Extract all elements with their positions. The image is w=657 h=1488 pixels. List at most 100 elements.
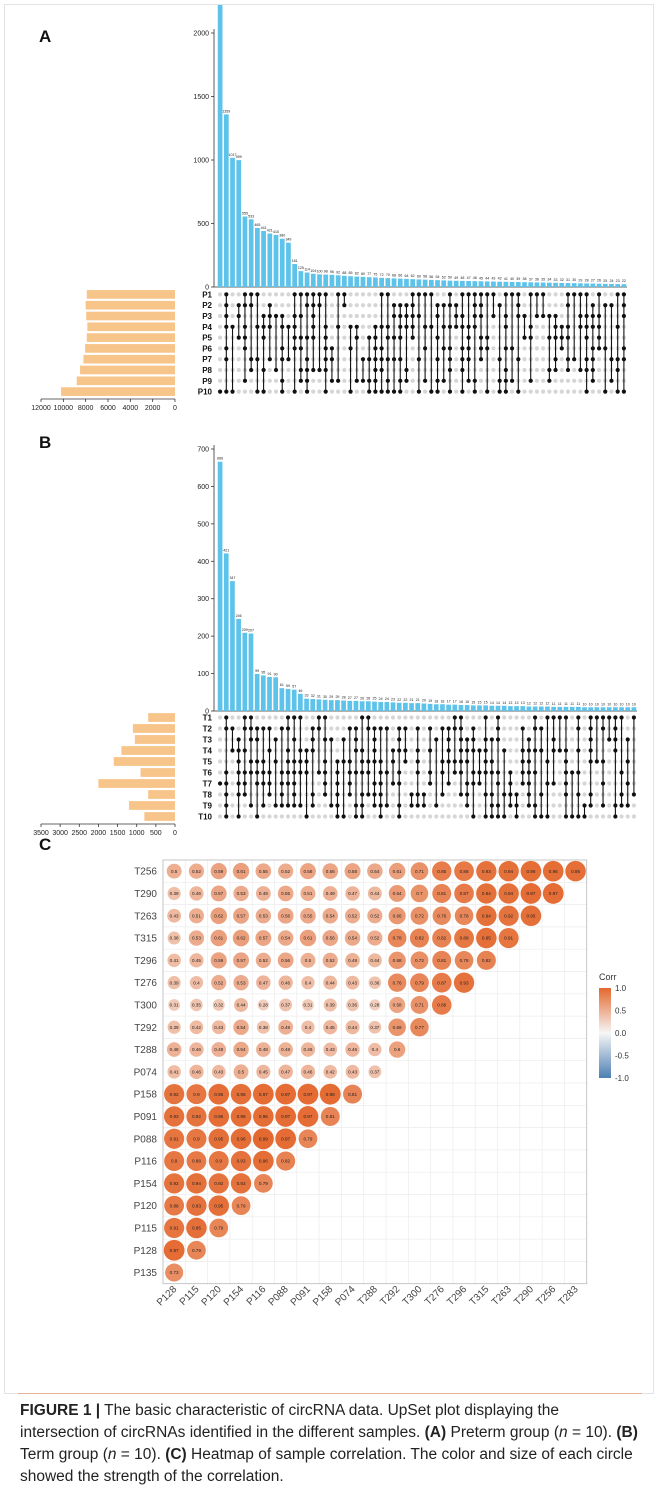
y-tick-label: P088 <box>134 1134 158 1145</box>
corr-circle <box>346 998 359 1012</box>
caption-text-2: Preterm group ( <box>446 1424 560 1441</box>
matrix-dot-empty <box>410 378 415 383</box>
matrix-dot-empty <box>342 324 347 329</box>
matrix-dot-empty <box>582 759 587 764</box>
corr-circle <box>322 886 338 901</box>
corr-value-label: 0.94 <box>504 891 513 896</box>
corr-circle <box>233 974 249 991</box>
bar-value-label: 349 <box>285 238 291 242</box>
matrix-dot-empty <box>434 726 439 731</box>
matrix-dot-empty <box>217 292 223 297</box>
matrix-dot-empty <box>422 389 428 394</box>
matrix-dot-empty <box>534 335 540 340</box>
matrix-dot-empty <box>421 748 427 753</box>
matrix-dot-empty <box>285 814 291 819</box>
bar-value-label: 52 <box>442 275 446 279</box>
bar-value-label: 50 <box>448 276 452 280</box>
corr-circle <box>255 863 272 879</box>
matrix-dot-empty <box>526 814 532 819</box>
corr-circle <box>345 953 360 968</box>
intersection-bar <box>223 553 229 711</box>
corr-value-label: 0.31 <box>303 1003 312 1008</box>
matrix-dot-empty <box>452 781 457 786</box>
matrix-dot-empty <box>403 781 408 786</box>
intersection-bar <box>472 281 478 287</box>
intersection-bar <box>366 277 372 287</box>
corr-circle <box>319 1083 341 1105</box>
corr-circle <box>230 1083 252 1105</box>
corr-circle <box>410 906 429 925</box>
corr-circle <box>367 953 382 968</box>
set-size-bar <box>98 779 175 788</box>
corr-circle <box>233 1041 249 1058</box>
intersection-bar <box>353 700 359 711</box>
matrix-dot-empty <box>322 814 328 819</box>
corr-value-label: 0.6 <box>394 1047 401 1052</box>
corr-circle <box>277 930 294 946</box>
bar-value-label: 10 <box>626 702 630 706</box>
corr-value-label: 0.58 <box>303 869 312 874</box>
matrix-dot-empty <box>403 814 408 819</box>
intersection-bar <box>416 279 422 287</box>
set-label: P5 <box>202 334 212 343</box>
bar-value-label: 30 <box>572 278 576 282</box>
matrix-dot-empty <box>230 292 235 297</box>
corr-value-label: 0.93 <box>237 1159 246 1164</box>
corr-value-label: 0.4 <box>305 1025 312 1030</box>
bar-value-label: 11 <box>564 702 568 706</box>
matrix-dot-empty <box>217 335 223 340</box>
matrix-dot-empty <box>230 303 235 308</box>
intersection-bar <box>248 219 254 287</box>
matrix-dot-empty <box>409 781 414 786</box>
corr-value-label: 0.54 <box>237 1047 246 1052</box>
bar-value-label: 13 <box>515 701 519 705</box>
matrix-dot-empty <box>390 803 396 808</box>
corr-circle <box>255 930 272 947</box>
corr-circle <box>208 1195 230 1216</box>
matrix-dot-empty <box>336 389 341 394</box>
corr-circle <box>542 883 564 904</box>
matrix-dot-empty <box>607 803 612 808</box>
corr-circle <box>186 1173 207 1194</box>
matrix-dot-empty <box>261 292 266 297</box>
corr-value-label: 0.52 <box>192 869 201 874</box>
bar-value-label: 18 <box>434 699 438 703</box>
matrix-dot-empty <box>342 357 347 362</box>
matrix-dot-empty <box>458 814 464 819</box>
matrix-dot-empty <box>514 737 519 742</box>
matrix-dot-empty <box>236 726 241 731</box>
corr-circle <box>252 1128 274 1150</box>
bar-value-label: 38 <box>523 277 527 281</box>
corr-circle <box>190 998 203 1012</box>
corr-circle <box>187 1240 206 1260</box>
bar-value-label: 24 <box>379 697 383 701</box>
matrix-dot-empty <box>390 715 396 720</box>
intersection-bar <box>613 707 618 711</box>
corr-value-label: 0.92 <box>214 1181 223 1186</box>
intersection-bar <box>230 581 235 711</box>
corr-circle <box>164 1195 185 1216</box>
corr-value-label: 0.89 <box>460 936 469 941</box>
corr-value-label: 0.43 <box>214 1025 223 1030</box>
corr-circle <box>299 929 317 947</box>
matrix-dot-empty <box>292 814 297 819</box>
corr-circle <box>431 972 452 993</box>
corr-value-label: 0.96 <box>526 869 535 874</box>
bar-value-label: 68 <box>392 273 396 277</box>
bar-value-label: 22 <box>403 698 407 702</box>
bar-value-label: 12 <box>545 702 549 706</box>
matrix-dot-empty <box>570 726 575 731</box>
matrix-dot-empty <box>534 389 540 394</box>
matrix-dot-empty <box>477 792 482 797</box>
corr-value-label: 0.96 <box>214 1092 223 1097</box>
intersection-bar <box>452 704 458 711</box>
bar-value-label: 80 <box>361 272 365 276</box>
corr-value-label: 0.48 <box>170 1047 179 1052</box>
corr-value-label: 0.79 <box>237 1203 246 1208</box>
set-label: P2 <box>202 301 212 310</box>
matrix-dot-empty <box>279 715 284 720</box>
corr-circle <box>275 1128 297 1150</box>
matrix-dot-empty <box>534 367 540 373</box>
intersection-bar <box>588 707 594 711</box>
set-label: P4 <box>202 323 212 332</box>
